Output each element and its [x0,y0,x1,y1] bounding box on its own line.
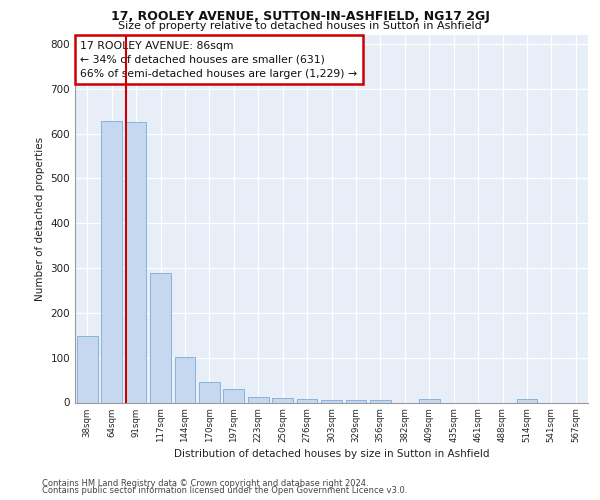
Bar [321,400,342,402]
Text: Contains HM Land Registry data © Crown copyright and database right 2024.: Contains HM Land Registry data © Crown c… [42,478,368,488]
Bar [517,400,538,402]
Bar [175,357,196,403]
Bar [199,382,220,402]
Bar [272,398,293,402]
Bar [296,399,317,402]
X-axis label: Distribution of detached houses by size in Sutton in Ashfield: Distribution of detached houses by size … [174,449,489,459]
Y-axis label: Number of detached properties: Number of detached properties [35,136,45,301]
Text: 17, ROOLEY AVENUE, SUTTON-IN-ASHFIELD, NG17 2GJ: 17, ROOLEY AVENUE, SUTTON-IN-ASHFIELD, N… [110,10,490,23]
Bar [223,389,244,402]
Bar [370,400,391,402]
Bar [150,274,171,402]
Text: 17 ROOLEY AVENUE: 86sqm
← 34% of detached houses are smaller (631)
66% of semi-d: 17 ROOLEY AVENUE: 86sqm ← 34% of detache… [80,40,357,78]
Bar [419,399,440,402]
Bar [248,396,269,402]
Bar [77,336,98,402]
Bar [346,400,367,402]
Text: Size of property relative to detached houses in Sutton in Ashfield: Size of property relative to detached ho… [118,21,482,31]
Text: Contains public sector information licensed under the Open Government Licence v3: Contains public sector information licen… [42,486,407,495]
Bar [125,122,146,402]
Bar [101,121,122,402]
